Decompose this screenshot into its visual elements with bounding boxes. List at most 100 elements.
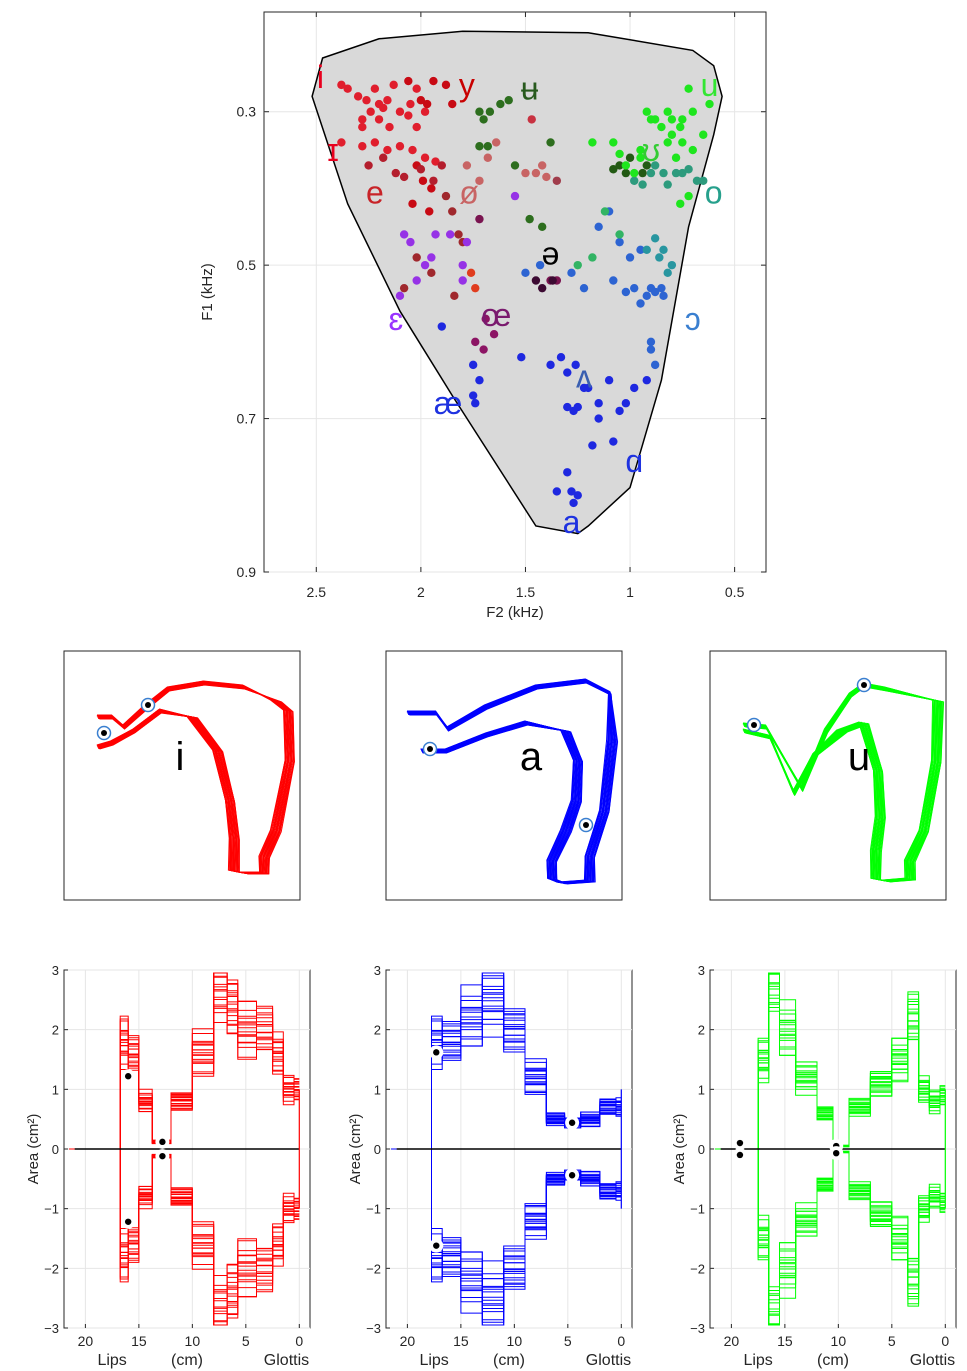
vocal-tract-curves: [406, 678, 619, 885]
data-point: [625, 153, 635, 162]
data-point: [517, 353, 526, 362]
x-tick-label: 10: [831, 1333, 847, 1349]
data-point: [671, 168, 681, 178]
data-point: [531, 168, 541, 178]
data-point: [630, 383, 639, 393]
ticks: 2.5 2 1.5 1 0.5 0.3 0.5 0.7 0.9: [237, 12, 766, 600]
vowel-label: ə: [542, 236, 560, 272]
data-point: [475, 107, 484, 116]
vowel-label: ɔ: [685, 301, 701, 337]
data-point: [630, 176, 639, 185]
data-point: [395, 142, 405, 151]
x-tick-label: 0.5: [725, 584, 745, 600]
area-curve: [391, 1148, 622, 1301]
data-point: [573, 491, 582, 500]
data-point: [521, 168, 530, 178]
data-point: [542, 172, 551, 182]
data-point: [483, 142, 493, 151]
area-curve: [391, 1000, 622, 1150]
vowel-label: e: [366, 174, 384, 210]
data-point: [404, 76, 413, 86]
y-tick-label: 3: [52, 963, 59, 978]
data-point: [422, 99, 432, 109]
vowel-label: i: [176, 735, 185, 779]
y-tick-label: 0.3: [237, 104, 257, 120]
data-point: [630, 283, 639, 293]
data-point: [646, 115, 656, 124]
x-tick-label: 5: [564, 1333, 572, 1349]
landmark-marker-dot: [433, 1049, 440, 1056]
data-point: [563, 468, 572, 477]
data-point: [458, 276, 467, 285]
area-curve: [391, 1148, 622, 1275]
data-point: [537, 222, 547, 231]
landmark-marker-dot: [833, 1149, 840, 1157]
y-tick-label: 1: [374, 1082, 381, 1097]
data-point: [389, 80, 398, 90]
landmark-marker-dot: [751, 722, 757, 728]
data-point: [471, 337, 480, 347]
y-tick-label: 0: [698, 1142, 705, 1157]
data-point: [358, 115, 367, 124]
data-point: [642, 107, 651, 116]
data-point: [621, 161, 631, 170]
data-point: [525, 214, 534, 224]
area-curve: [391, 975, 622, 1150]
x-label-lips: Lips: [97, 1352, 126, 1369]
data-point: [567, 268, 576, 278]
data-point: [441, 80, 451, 90]
y-tick-label: −3: [44, 1321, 59, 1336]
data-point: [621, 287, 631, 297]
data-point: [636, 299, 645, 308]
data-point: [699, 130, 708, 139]
y-tick-label: 3: [374, 963, 381, 978]
x-axis-label: F2 (kHz): [486, 604, 544, 621]
data-point: [527, 115, 536, 124]
data-point: [657, 283, 666, 293]
data-point: [600, 207, 610, 216]
area-curve: [69, 1148, 300, 1289]
data-point: [491, 138, 501, 147]
data-point: [471, 283, 480, 293]
data-point: [383, 145, 392, 155]
data-point: [353, 92, 363, 101]
data-point: [450, 291, 459, 301]
landmark-marker-dot: [568, 1119, 576, 1126]
data-point: [418, 176, 428, 185]
data-point: [604, 376, 614, 385]
area-curve: [69, 1148, 300, 1326]
vowel-label: ɛ: [388, 301, 403, 337]
data-point: [362, 96, 371, 105]
data-point: [521, 268, 530, 278]
y-tick-label: 2: [374, 1023, 381, 1038]
data-point: [630, 168, 639, 178]
landmark-marker-dot: [427, 746, 433, 752]
data-point: [537, 161, 547, 170]
y-tick-label: −1: [44, 1202, 59, 1217]
data-point: [659, 245, 668, 255]
vowel-label: a: [563, 504, 581, 540]
data-point: [688, 145, 697, 155]
area-curve: [391, 1148, 622, 1287]
data-point: [646, 345, 656, 354]
x-tick-label: 0: [941, 1333, 949, 1349]
data-point: [667, 130, 677, 139]
y-tick-label: −1: [366, 1202, 381, 1217]
data-point: [408, 199, 417, 208]
data-point: [584, 383, 593, 393]
data-point: [569, 498, 578, 508]
vowel-label: ʉ: [521, 71, 539, 107]
area-curve: [391, 1148, 622, 1321]
data-point: [448, 207, 457, 216]
data-point: [404, 111, 413, 120]
data-point: [379, 153, 388, 162]
vowel-label: a: [520, 735, 543, 779]
vowel-label: u: [701, 67, 719, 103]
x-label-units: (cm): [817, 1352, 849, 1369]
landmark-marker-dot: [568, 1172, 576, 1179]
data-point: [427, 184, 436, 193]
vowel-label: æ: [434, 385, 462, 421]
x-tick-label: 15: [131, 1333, 147, 1349]
data-point: [615, 406, 624, 416]
